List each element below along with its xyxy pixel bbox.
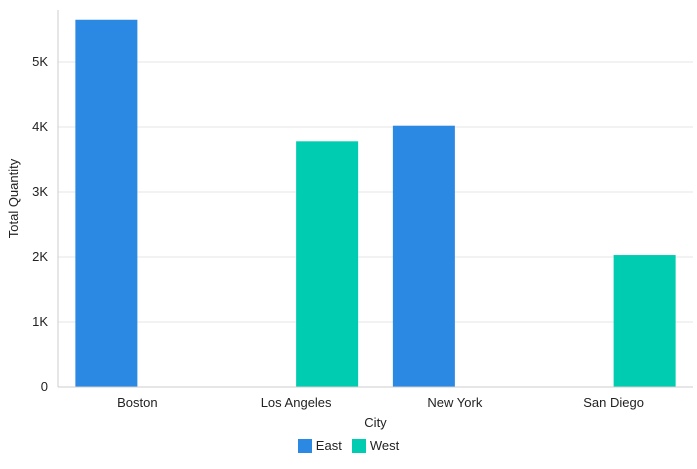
legend-label-east: East bbox=[315, 438, 342, 453]
bar-west-los-angeles[interactable] bbox=[296, 141, 359, 387]
x-tick-label: San Diego bbox=[583, 395, 644, 410]
x-tick-label: Boston bbox=[117, 395, 157, 410]
y-axis-title: Total Quantity bbox=[6, 158, 21, 238]
legend-item-east[interactable]: East bbox=[297, 438, 342, 453]
bar-east-new-york[interactable] bbox=[392, 125, 455, 387]
x-tick-label: New York bbox=[427, 395, 482, 410]
y-tick-label: 2K bbox=[32, 249, 48, 264]
bar-west-san-diego[interactable] bbox=[613, 255, 676, 387]
legend-swatch-west bbox=[351, 438, 366, 453]
y-tick-label: 4K bbox=[32, 119, 48, 134]
y-tick-label: 1K bbox=[32, 314, 48, 329]
axes bbox=[57, 10, 693, 388]
x-axis-title: City bbox=[364, 415, 387, 430]
legend-label-west: West bbox=[369, 438, 400, 453]
tick-labels: 0 1K 2K 3K 4K 5K Boston Los Angeles New York San … bbox=[32, 54, 644, 410]
grid-lines bbox=[58, 61, 693, 323]
legend-swatch-east bbox=[297, 438, 312, 453]
legend-item-west[interactable]: West bbox=[351, 438, 400, 453]
y-tick-label: 5K bbox=[32, 54, 48, 69]
bars bbox=[75, 19, 676, 387]
y-tick-label: 3K bbox=[32, 184, 48, 199]
x-tick-label: Los Angeles bbox=[261, 395, 332, 410]
bar-east-boston[interactable] bbox=[75, 19, 138, 387]
y-tick-label: 0 bbox=[41, 379, 48, 394]
legend: East West bbox=[0, 438, 697, 453]
